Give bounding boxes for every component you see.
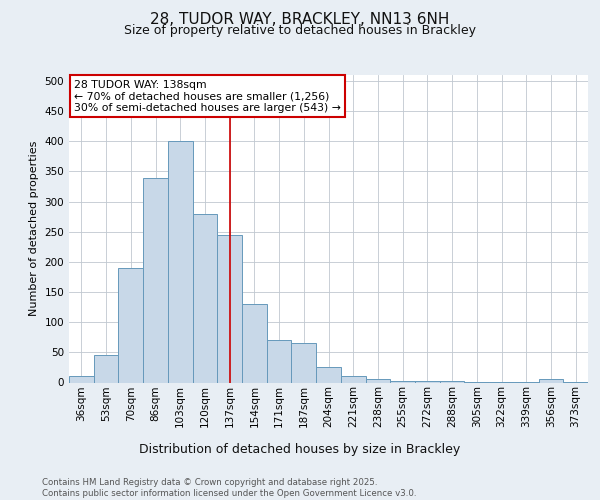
Text: Contains HM Land Registry data © Crown copyright and database right 2025.
Contai: Contains HM Land Registry data © Crown c… [42,478,416,498]
Text: Distribution of detached houses by size in Brackley: Distribution of detached houses by size … [139,442,461,456]
Bar [440,380,464,382]
Bar [539,380,563,382]
Text: 28, TUDOR WAY, BRACKLEY, NN13 6NH: 28, TUDOR WAY, BRACKLEY, NN13 6NH [151,12,449,28]
Bar [341,376,365,382]
Bar [118,268,143,382]
Bar [69,376,94,382]
Bar [94,356,118,382]
Bar [292,344,316,382]
Bar [143,178,168,382]
Text: Size of property relative to detached houses in Brackley: Size of property relative to detached ho… [124,24,476,37]
Y-axis label: Number of detached properties: Number of detached properties [29,141,39,316]
Bar [242,304,267,382]
Bar [316,368,341,382]
Bar [193,214,217,382]
Bar [390,380,415,382]
Bar [217,235,242,382]
Bar [168,142,193,382]
Bar [365,380,390,382]
Bar [267,340,292,382]
Text: 28 TUDOR WAY: 138sqm
← 70% of detached houses are smaller (1,256)
30% of semi-de: 28 TUDOR WAY: 138sqm ← 70% of detached h… [74,80,341,113]
